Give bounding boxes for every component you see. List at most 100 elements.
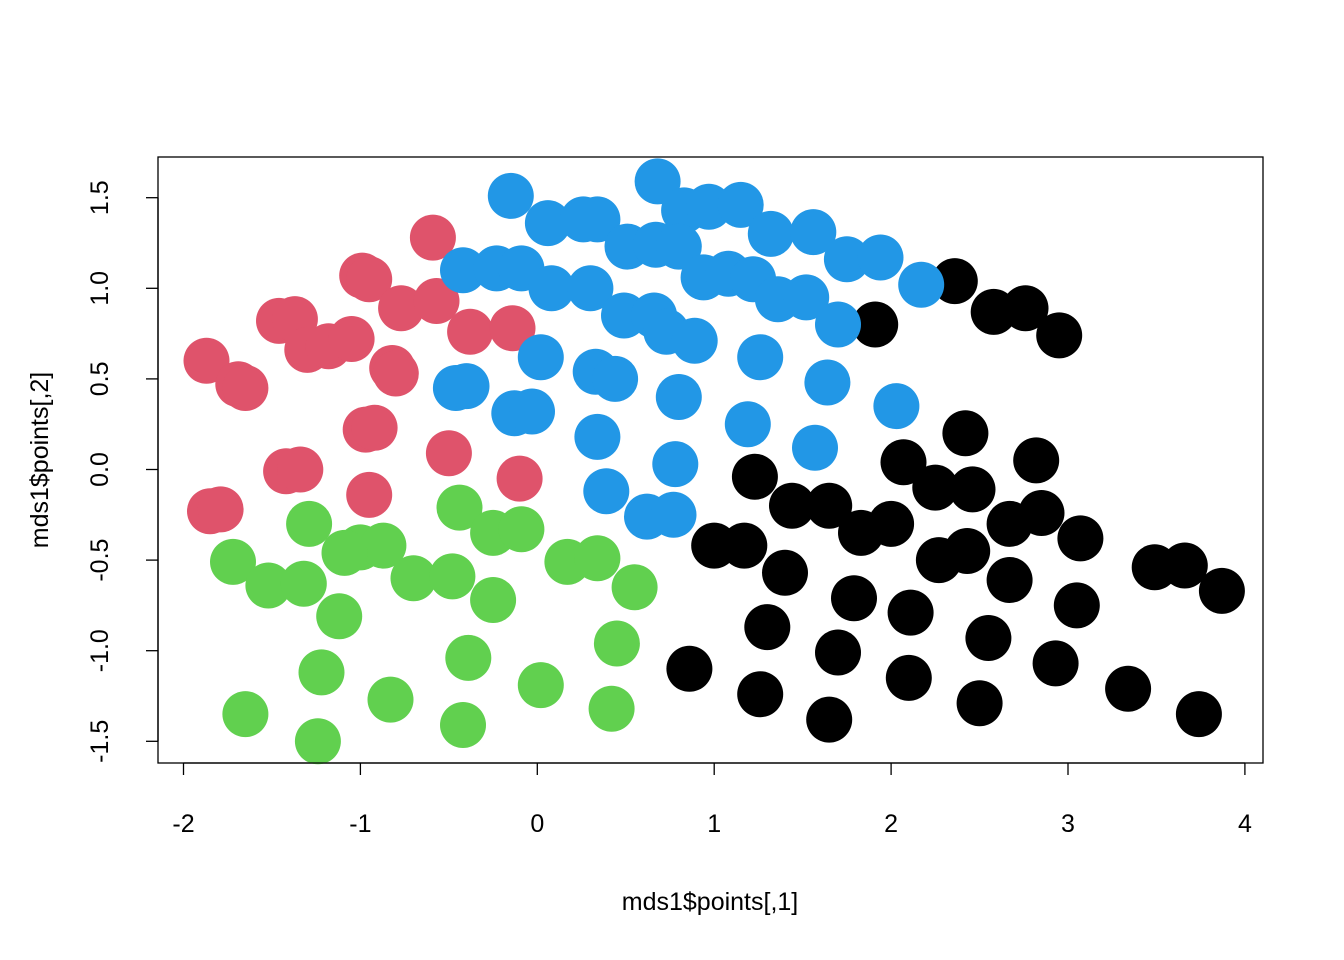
x-tick-label: -2: [172, 810, 194, 838]
data-point: [724, 401, 771, 448]
data-point: [815, 301, 861, 348]
y-axis-label: mds1$points[,2]: [26, 372, 54, 549]
data-point: [280, 560, 327, 607]
data-point: [873, 383, 920, 430]
data-point: [593, 620, 640, 667]
data-point: [885, 654, 932, 701]
data-point: [931, 258, 978, 305]
data-point: [447, 308, 494, 355]
data-point: [470, 577, 517, 623]
data-point: [440, 702, 486, 748]
data-point: [517, 334, 564, 381]
data-point: [956, 680, 1003, 727]
data-point: [574, 196, 621, 243]
y-tick-label: -1.5: [86, 720, 114, 763]
data-point: [245, 562, 292, 609]
data-point: [429, 553, 476, 600]
y-tick-label: 1.5: [86, 180, 114, 215]
data-point: [567, 265, 614, 312]
data-point: [857, 234, 904, 281]
data-point: [1032, 640, 1079, 687]
data-point: [655, 223, 702, 270]
data-point: [815, 629, 861, 676]
data-point: [509, 388, 555, 435]
y-axis: -1.5 -1.0 -0.5 0.0 0.5 1.0 1.5: [86, 180, 159, 763]
data-point: [852, 301, 899, 348]
data-point: [942, 410, 989, 457]
data-point: [409, 214, 456, 261]
data-point: [378, 285, 425, 332]
data-point: [328, 316, 375, 362]
y-tick-label: -0.5: [86, 539, 114, 582]
data-point: [1198, 567, 1245, 614]
data-point: [650, 491, 697, 538]
x-tick-label: -1: [349, 810, 371, 838]
data-point: [286, 500, 333, 547]
data-point: [986, 557, 1033, 603]
data-point: [823, 236, 870, 283]
data-point: [806, 696, 853, 743]
data-point: [524, 200, 571, 247]
data-point: [574, 413, 621, 460]
data-point: [737, 671, 784, 718]
data-point: [360, 522, 407, 569]
data-point: [898, 261, 945, 308]
data-point: [634, 158, 681, 205]
data-point: [592, 355, 639, 402]
data-point: [949, 466, 996, 513]
points-layer: [183, 158, 1245, 765]
data-point: [1053, 582, 1100, 629]
data-point: [1105, 665, 1152, 712]
data-point: [413, 278, 460, 324]
data-point: [804, 359, 851, 406]
data-point: [671, 317, 718, 364]
data-point: [1036, 312, 1083, 359]
x-tick-label: 4: [1238, 810, 1252, 838]
data-point: [806, 482, 853, 529]
data-point: [790, 209, 837, 256]
data-point: [583, 468, 630, 515]
data-point: [210, 538, 256, 585]
data-point: [717, 181, 764, 228]
data-point: [351, 404, 398, 451]
data-point: [965, 615, 1012, 661]
x-tick-label: 2: [884, 810, 898, 838]
data-point: [367, 676, 414, 723]
data-point: [496, 455, 543, 502]
data-point: [445, 634, 492, 681]
data-point: [831, 575, 877, 622]
data-point: [838, 509, 884, 556]
data-point: [880, 439, 927, 486]
data-point: [1018, 490, 1065, 536]
data-point: [1161, 542, 1208, 589]
y-tick-label: 0.5: [86, 362, 114, 397]
data-point: [611, 564, 658, 611]
data-point: [346, 471, 393, 518]
data-point: [183, 337, 230, 384]
data-point: [528, 265, 575, 312]
data-point: [588, 685, 635, 732]
data-point: [762, 549, 808, 596]
x-tick-label: 3: [1061, 810, 1075, 838]
data-point: [425, 430, 472, 477]
data-point: [294, 718, 341, 765]
data-point: [655, 374, 702, 420]
data-point: [487, 172, 534, 219]
data-point: [316, 593, 363, 640]
x-axis-label: mds1$points[,1]: [622, 888, 799, 916]
data-point: [1002, 285, 1049, 332]
data-point: [390, 555, 437, 602]
data-point: [498, 506, 545, 553]
data-point: [222, 691, 269, 738]
data-point: [517, 662, 564, 709]
data-point: [887, 589, 934, 636]
data-point: [346, 256, 393, 303]
data-point: [747, 210, 794, 257]
data-point: [744, 604, 791, 651]
y-tick-label: 0.0: [86, 452, 114, 487]
x-tick-label: 0: [530, 810, 544, 838]
data-point: [783, 274, 830, 321]
data-point: [321, 529, 368, 576]
data-point: [197, 486, 244, 533]
